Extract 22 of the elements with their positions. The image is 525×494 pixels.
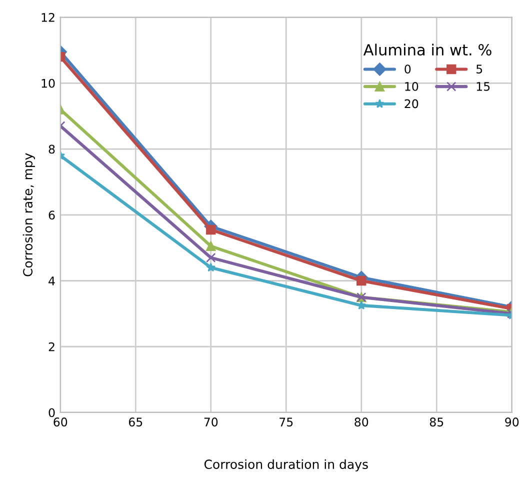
y-tick-label: 2 (48, 342, 54, 352)
legend-label: 5 (476, 64, 482, 74)
y-tick-label: 8 (48, 144, 55, 154)
legend-label: 20 (404, 99, 418, 108)
legend-label: 15 (476, 82, 490, 91)
y-tick-label: 0 (48, 408, 55, 418)
legend-label: 10 (405, 82, 418, 91)
legend-label: 0 (404, 64, 411, 74)
x-tick-label: 60 (54, 418, 68, 426)
legend-title: Alumina in wt. % (363, 44, 492, 56)
x-tick-label: 65 (128, 418, 142, 426)
x-tick-label: 75 (280, 418, 293, 426)
y-tick-label: 6 (48, 210, 55, 220)
y-axis-title: Corrosion rate, mpy (22, 153, 35, 276)
x-axis-title: Corrosion duration in days (204, 459, 368, 472)
x-tick-label: 70 (204, 418, 218, 426)
x-tick-label: 90 (505, 418, 519, 426)
y-tick-label: 10 (42, 78, 55, 88)
x-tick-label: 85 (430, 418, 444, 426)
y-tick-label: 12 (42, 13, 54, 22)
x-tick-label: 80 (354, 418, 368, 426)
y-tick-label: 4 (48, 276, 55, 286)
